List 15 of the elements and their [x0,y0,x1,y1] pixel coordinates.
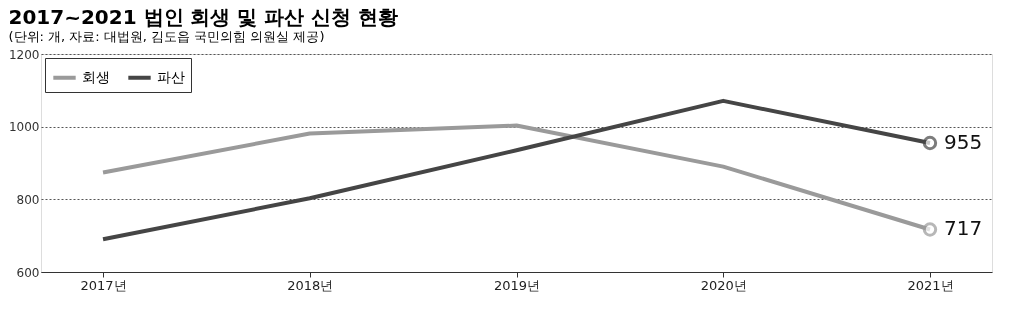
y-tick-label: 800 [16,192,40,207]
legend-label: 파산 [157,68,185,85]
chart-title: 2017~2021 법인 회생 및 파산 신청 현황 [8,5,399,29]
x-tick-label: 2021년 [907,277,954,293]
y-tick-label: 1200 [8,47,40,62]
chart-subtitle: (단위: 개, 자료: 대법원, 김도읍 국민의힘 의원실 제공) [8,29,325,44]
x-tick-label: 2020년 [700,277,747,293]
x-tick-label: 2018년 [287,277,334,293]
y-tick-label: 600 [16,265,40,280]
data-label: 955 [943,130,983,155]
y-tick-label: 1000 [8,120,40,135]
legend-label: 회생 [82,68,110,85]
x-tick-label: 2019년 [493,277,541,293]
x-tick-label: 2017년 [80,277,127,293]
data-label: 717 [943,216,983,241]
